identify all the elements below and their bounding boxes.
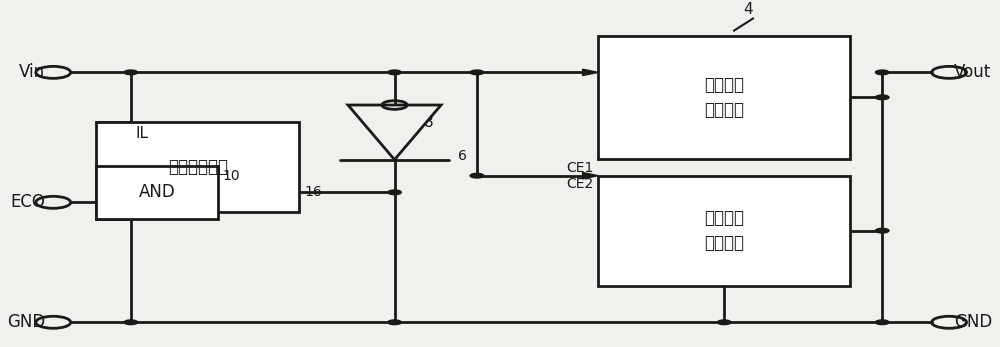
Text: 8: 8 xyxy=(424,115,433,130)
Circle shape xyxy=(717,320,731,324)
Circle shape xyxy=(124,70,138,75)
Circle shape xyxy=(388,320,401,324)
Text: GND: GND xyxy=(954,313,992,331)
FancyBboxPatch shape xyxy=(96,122,299,212)
Text: CE2: CE2 xyxy=(566,177,593,191)
Text: 10: 10 xyxy=(223,169,241,183)
Circle shape xyxy=(875,70,889,75)
Text: 轻负载用
恒压电路: 轻负载用 恒压电路 xyxy=(704,209,744,252)
Circle shape xyxy=(875,320,889,324)
Text: 4: 4 xyxy=(744,2,753,17)
Text: IL: IL xyxy=(136,126,149,141)
Circle shape xyxy=(388,70,401,75)
Text: GND: GND xyxy=(7,313,45,331)
Text: Vout: Vout xyxy=(954,64,991,81)
Text: ECO: ECO xyxy=(11,193,45,211)
Text: 重负载用
恒压电路: 重负载用 恒压电路 xyxy=(704,76,744,119)
Text: 16: 16 xyxy=(304,185,322,199)
FancyBboxPatch shape xyxy=(96,166,218,219)
Text: CE1: CE1 xyxy=(566,161,593,175)
Circle shape xyxy=(470,174,484,178)
Text: Vin: Vin xyxy=(19,64,45,81)
Circle shape xyxy=(470,70,484,75)
Text: AND: AND xyxy=(139,183,175,201)
Text: 电流限制电路: 电流限制电路 xyxy=(168,158,228,176)
FancyBboxPatch shape xyxy=(598,176,850,286)
Circle shape xyxy=(388,190,401,195)
Polygon shape xyxy=(583,172,598,179)
Circle shape xyxy=(875,228,889,233)
Polygon shape xyxy=(583,69,598,76)
FancyBboxPatch shape xyxy=(598,36,850,159)
Text: 6: 6 xyxy=(458,149,467,163)
Polygon shape xyxy=(348,105,441,160)
Circle shape xyxy=(124,320,138,324)
Circle shape xyxy=(875,95,889,100)
